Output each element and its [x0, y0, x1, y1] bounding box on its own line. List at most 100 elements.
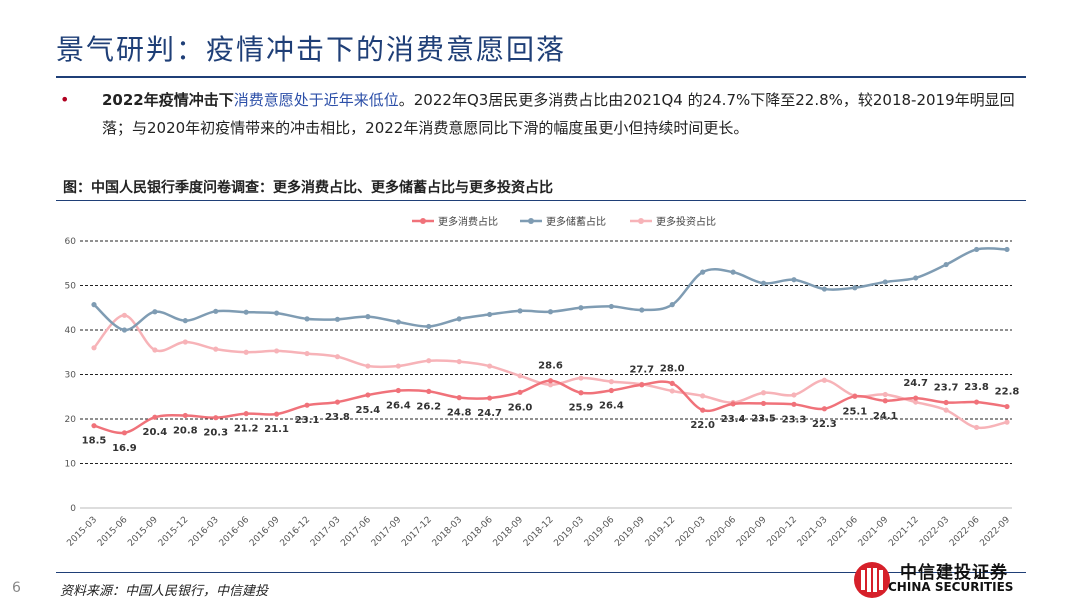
- x-tick-label: 2021-06: [826, 515, 860, 549]
- data-point-investment: [456, 358, 462, 365]
- logo-english-text: CHINA SECURITIES: [888, 580, 1014, 594]
- legend-label-savings: 更多储蓄占比: [546, 215, 606, 228]
- data-point-consumption: [913, 395, 919, 401]
- data-point-consumption: [791, 401, 797, 407]
- data-point-savings: [760, 280, 767, 286]
- data-label: 21.2: [234, 424, 259, 435]
- data-point-savings: [182, 318, 188, 324]
- y-tick-label: 0: [70, 504, 76, 514]
- x-tick-label: 2021-03: [796, 515, 830, 549]
- data-point-savings: [669, 302, 675, 308]
- data-label: 20.4: [143, 427, 168, 438]
- data-point-investment: [517, 373, 523, 379]
- data-label: 22.8: [995, 387, 1020, 398]
- y-tick-label: 40: [65, 326, 77, 336]
- data-label: 22.0: [690, 420, 715, 431]
- data-point-investment: [882, 391, 888, 398]
- x-tick-label: 2016-09: [248, 515, 282, 549]
- legend-marker-savings: [528, 218, 534, 224]
- data-label: 24.7: [477, 408, 502, 419]
- data-label: 24.8: [447, 408, 472, 419]
- y-tick-label: 10: [65, 460, 77, 470]
- data-point-consumption: [517, 389, 523, 395]
- data-label: 23.4: [721, 414, 746, 425]
- x-tick-label: 2022-03: [918, 515, 952, 549]
- data-label: 23.3: [782, 414, 807, 425]
- x-tick-label: 2018-09: [492, 515, 526, 549]
- data-point-consumption: [760, 400, 767, 407]
- data-point-investment: [821, 377, 828, 383]
- data-point-consumption: [821, 406, 828, 412]
- data-point-consumption: [152, 414, 158, 420]
- data-point-consumption: [213, 415, 219, 421]
- footer-divider: [56, 572, 1026, 573]
- series-line-consumption: [93, 379, 1008, 435]
- x-tick-label: 2015-06: [96, 515, 130, 549]
- x-tick-label: 2015-12: [157, 515, 191, 549]
- x-tick-label: 2018-03: [431, 515, 465, 549]
- data-label: 25.1: [842, 406, 867, 417]
- data-point-investment: [547, 382, 554, 388]
- x-tick-label: 2019-06: [583, 515, 617, 549]
- data-label: 18.5: [82, 436, 107, 447]
- data-point-investment: [152, 347, 158, 353]
- x-tick-label: 2016-12: [278, 515, 312, 549]
- data-point-consumption: [1004, 403, 1010, 410]
- y-tick-label: 20: [65, 415, 77, 425]
- data-point-consumption: [608, 387, 614, 394]
- data-label: 25.4: [356, 405, 381, 416]
- series-line-savings: [93, 247, 1008, 332]
- data-point-savings: [1004, 246, 1010, 253]
- x-tick-label: 2017-06: [339, 515, 373, 549]
- y-tick-label: 60: [65, 237, 77, 247]
- data-point-savings: [213, 308, 219, 314]
- data-point-consumption: [578, 390, 584, 396]
- data-label: 25.9: [569, 403, 594, 414]
- data-label: 26.2: [416, 401, 441, 412]
- data-label: 20.3: [203, 428, 228, 439]
- figure-title: 图：中国人民银行季度问卷调查：更多消费占比、更多储蓄占比与更多投资占比: [63, 180, 553, 196]
- x-tick-label: 2018-06: [461, 515, 495, 549]
- data-point-savings: [821, 286, 828, 292]
- data-point-investment: [487, 363, 493, 369]
- data-point-consumption: [639, 382, 645, 388]
- data-point-investment: [973, 424, 980, 431]
- x-tick-label: 2019-09: [613, 515, 647, 549]
- data-label: 23.8: [964, 382, 989, 393]
- data-point-investment: [943, 407, 949, 413]
- data-point-consumption: [973, 399, 980, 405]
- data-point-savings: [456, 316, 462, 322]
- data-point-consumption: [487, 395, 493, 401]
- company-logo: 中信建投证券 CHINA SECURITIES: [850, 558, 1040, 604]
- x-tick-label: 2020-09: [735, 515, 769, 549]
- data-label: 20.8: [173, 425, 198, 436]
- data-point-investment: [213, 346, 219, 352]
- x-tick-label: 2021-12: [887, 515, 921, 549]
- data-point-investment: [426, 358, 432, 364]
- data-point-savings: [121, 327, 128, 333]
- data-point-savings: [395, 319, 401, 325]
- data-point-savings: [882, 279, 888, 285]
- x-tick-label: 2020-06: [705, 515, 739, 549]
- x-tick-label: 2019-03: [552, 515, 586, 549]
- page-number: 6: [12, 580, 21, 596]
- data-point-savings: [487, 311, 493, 318]
- figure-divider: [56, 200, 1026, 201]
- x-tick-label: 2019-12: [644, 515, 678, 549]
- bullet-body-text: 。2022年Q3居民更多消费占比由2021Q4 的24.7%下降至22.8%，较…: [102, 91, 1015, 137]
- data-label: 16.9: [112, 443, 137, 454]
- data-point-consumption: [243, 411, 249, 417]
- data-point-savings: [578, 305, 584, 311]
- data-point-investment: [365, 363, 371, 369]
- data-label: 28.0: [660, 363, 685, 374]
- data-point-consumption: [730, 401, 736, 407]
- bullet-highlight-text: 消费意愿处于近年来低位: [233, 91, 399, 109]
- x-tick-label: 2017-09: [370, 515, 404, 549]
- data-point-savings: [639, 307, 645, 313]
- x-tick-label: 2018-12: [522, 515, 556, 549]
- data-point-savings: [608, 303, 614, 310]
- data-point-investment: [669, 388, 675, 394]
- data-point-consumption: [365, 392, 371, 398]
- data-label: 23.5: [751, 413, 776, 424]
- data-point-consumption: [121, 430, 128, 436]
